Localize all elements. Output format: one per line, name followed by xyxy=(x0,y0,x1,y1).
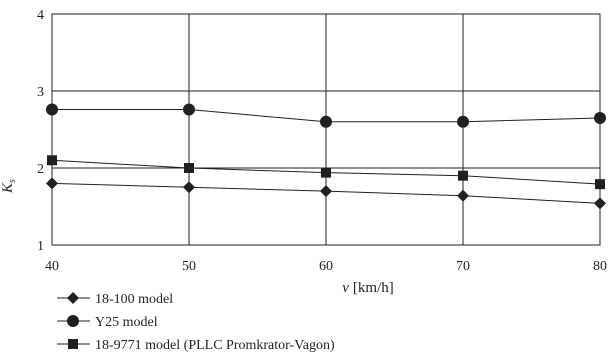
data-point-1-0 xyxy=(46,103,58,116)
x-tick-label-3: 70 xyxy=(456,259,470,274)
legend-marker-1 xyxy=(67,315,79,327)
svg-text:Ks: Ks xyxy=(0,179,18,194)
data-point-1-3 xyxy=(457,115,469,128)
data-point-0-3 xyxy=(457,189,469,202)
legend-label-2: 18-9771 model (PLLC Promkrator-Vagon) xyxy=(95,338,335,353)
x-axis-unit: [km/h] xyxy=(353,280,394,296)
legend-label-0: 18-100 model xyxy=(95,292,173,307)
legend-marker-2 xyxy=(68,339,78,349)
data-point-0-0 xyxy=(46,177,58,190)
x-axis-var: v xyxy=(342,280,349,296)
data-point-0-2 xyxy=(320,185,332,198)
series-group xyxy=(46,103,606,210)
y-tick-label-3: 4 xyxy=(37,8,44,23)
y-tick-label-0: 1 xyxy=(37,239,44,254)
y-axis-label: Ks xyxy=(0,179,18,194)
legend: 18-100 model Y25 model 18-9771 model (PLLC… xyxy=(57,292,335,353)
svg-text:v[km/h]: v [km/h] xyxy=(342,280,394,296)
series-0 xyxy=(46,177,606,210)
y-tick-label-2: 3 xyxy=(37,85,44,100)
x-tick-label-0: 40 xyxy=(45,259,59,274)
legend-item-1: Y25 model xyxy=(57,315,158,330)
plot-frame xyxy=(51,13,601,246)
x-tick-label-1: 50 xyxy=(182,259,196,274)
x-tick-label-4: 80 xyxy=(593,259,607,274)
data-point-1-1 xyxy=(183,103,195,116)
data-point-2-1 xyxy=(184,163,194,173)
data-point-1-4 xyxy=(594,111,606,124)
x-axis-label: v [km/h] xyxy=(342,280,394,296)
x-tick-label-2: 60 xyxy=(319,259,333,274)
y-axis-sub: s xyxy=(7,179,18,183)
legend-label-1: Y25 model xyxy=(95,315,158,330)
plot-border xyxy=(51,13,601,246)
series-2 xyxy=(47,155,605,190)
y-axis-var: K xyxy=(0,182,16,194)
data-point-0-1 xyxy=(183,181,195,194)
data-point-2-4 xyxy=(595,179,605,190)
legend-marker-0 xyxy=(67,292,79,304)
legend-item-2: 18-9771 model (PLLC Promkrator-Vagon) xyxy=(57,338,335,353)
y-tick-labels: 1 2 3 4 xyxy=(37,8,44,254)
data-point-2-0 xyxy=(47,155,57,166)
x-tick-labels: 40 50 60 70 80 xyxy=(45,259,607,274)
data-point-0-4 xyxy=(594,197,606,210)
grid-lines xyxy=(51,13,601,246)
legend-item-0: 18-100 model xyxy=(57,292,173,307)
data-point-1-2 xyxy=(320,115,332,128)
data-point-2-2 xyxy=(321,167,331,178)
series-1 xyxy=(46,103,606,128)
data-point-2-3 xyxy=(458,170,468,181)
y-tick-label-1: 2 xyxy=(37,162,44,177)
